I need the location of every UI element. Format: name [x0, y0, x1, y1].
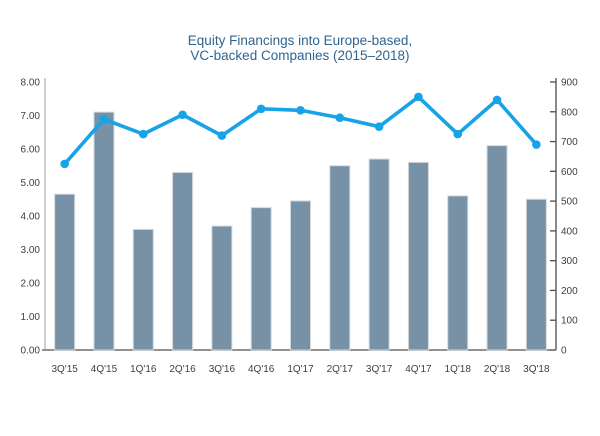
bar [211, 225, 233, 351]
line-point [256, 104, 266, 114]
left-axis-tick-label: 6.00 [21, 145, 41, 156]
left-axis-tick-label: 0.00 [21, 346, 41, 357]
bar [132, 228, 154, 351]
line-point [453, 129, 463, 139]
bar [290, 200, 311, 351]
x-axis-label: 3Q'15 [51, 364, 78, 375]
bar [525, 198, 547, 351]
chart-title: Equity Financings into Europe-based, VC-… [0, 33, 600, 63]
line-point [335, 113, 345, 123]
x-axis-label: 4Q'17 [405, 364, 432, 375]
bar [250, 207, 272, 351]
line-point [492, 95, 502, 105]
line-point [296, 105, 305, 115]
line-point [414, 92, 423, 102]
bar [93, 111, 115, 351]
bar [368, 158, 390, 351]
left-axis-tick-label: 3.00 [21, 245, 41, 256]
x-axis-label: 2Q'17 [327, 364, 354, 375]
bar [486, 145, 508, 351]
left-axis-tick-label: 2.00 [21, 279, 41, 290]
right-axis-tick-label: 0 [561, 346, 567, 357]
x-axis-label: 1Q'18 [445, 364, 472, 375]
line-point [60, 159, 69, 169]
x-axis-label: 4Q'15 [91, 364, 118, 375]
x-axis-label: 2Q'16 [169, 364, 196, 375]
line-point [532, 140, 541, 149]
x-axis-label: 3Q'18 [523, 364, 550, 375]
x-axis-label: 1Q'16 [130, 364, 157, 375]
x-axis-label: 4Q'16 [248, 364, 275, 375]
left-axis-tick-label: 1.00 [21, 312, 41, 323]
line-point [138, 129, 148, 139]
line-point [374, 122, 384, 131]
chart-title-line2: VC-backed Companies (2015–2018) [190, 48, 410, 63]
left-axis-tick-label: 5.00 [21, 178, 41, 189]
right-axis-tick-label: 200 [561, 286, 578, 297]
x-axis-label: 2Q'18 [484, 364, 511, 375]
right-axis-tick-label: 700 [561, 137, 578, 148]
bar [407, 161, 429, 351]
right-axis-tick-label: 100 [561, 316, 578, 327]
bar [172, 171, 194, 351]
bar [447, 195, 469, 351]
right-axis-tick-label: 400 [561, 226, 578, 237]
right-axis-tick-label: 600 [561, 167, 578, 178]
right-axis-tick-label: 900 [561, 78, 578, 89]
bar [54, 193, 76, 351]
line-point [178, 110, 187, 120]
left-axis-tick-label: 4.00 [21, 212, 41, 223]
x-axis-label: 3Q'16 [209, 364, 236, 375]
line-point [217, 131, 227, 140]
bar [329, 165, 351, 351]
right-axis-tick-label: 300 [561, 256, 578, 267]
x-axis-label: 1Q'17 [287, 364, 314, 375]
line-point [99, 114, 109, 124]
x-axis-label: 3Q'17 [366, 364, 393, 375]
left-axis-tick-label: 8.00 [21, 78, 41, 89]
right-axis-tick-label: 800 [561, 107, 578, 118]
left-axis-tick-label: 7.00 [21, 111, 41, 122]
chart-title-line1: Equity Financings into Europe-based, [187, 33, 413, 48]
right-axis-tick-label: 500 [561, 197, 578, 208]
